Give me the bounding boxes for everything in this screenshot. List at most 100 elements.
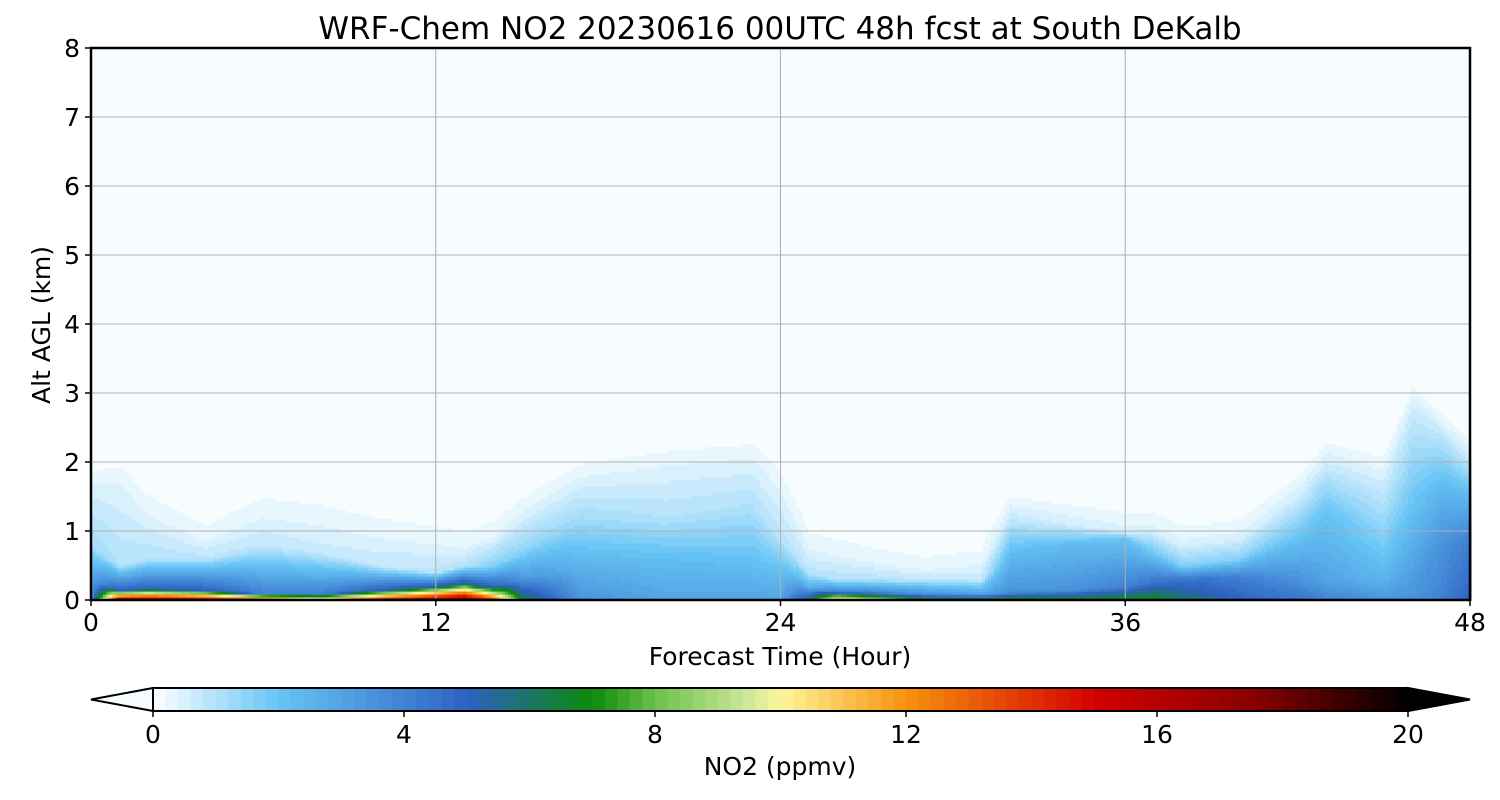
colorbar-level: [1094, 688, 1108, 711]
x-tick-label: 36: [1109, 608, 1141, 637]
field-column: [325, 507, 329, 601]
colorbar-level: [1081, 688, 1095, 711]
field-column: [940, 555, 944, 601]
field-column: [595, 462, 599, 601]
field-column: [1195, 525, 1199, 601]
x-tick-label: 24: [765, 608, 797, 637]
field-column: [1306, 465, 1310, 601]
field-column: [838, 540, 842, 601]
colorbar-level: [1044, 688, 1058, 711]
field-column: [1336, 447, 1340, 601]
field-column: [811, 534, 815, 601]
field-column: [391, 522, 395, 601]
field-column: [265, 498, 269, 601]
field-column: [193, 519, 197, 601]
field-column: [973, 552, 977, 601]
colorbar-level: [291, 688, 305, 711]
field-column: [790, 495, 794, 601]
y-tick-label: 5: [64, 241, 80, 270]
field-column: [712, 447, 716, 601]
field-column: [613, 459, 617, 601]
colorbar-level: [253, 688, 267, 711]
colorbar-level: [391, 688, 405, 711]
field-column: [694, 450, 698, 601]
field-column: [1429, 405, 1433, 601]
colorbar-level: [1131, 688, 1145, 711]
field-column: [1045, 501, 1049, 601]
field-column: [1015, 498, 1019, 601]
field-column: [490, 522, 494, 601]
field-column: [184, 516, 188, 601]
colorbar-level: [441, 688, 455, 711]
field-column: [1363, 453, 1367, 601]
field-column: [1249, 513, 1253, 601]
field-column: [1093, 507, 1097, 601]
colorbar-level: [554, 688, 568, 711]
field-column: [553, 480, 557, 601]
field-column: [1048, 501, 1052, 601]
field-column: [1360, 453, 1364, 601]
y-tick-label: 3: [64, 379, 80, 408]
colorbar-level: [667, 688, 681, 711]
field-column: [1096, 510, 1100, 601]
field-column: [394, 522, 398, 601]
field-column: [322, 507, 326, 601]
field-column: [589, 462, 593, 601]
y-tick-label: 4: [64, 310, 80, 339]
colorbar-level: [491, 688, 505, 711]
field-column: [1219, 522, 1223, 601]
field-column: [334, 510, 338, 601]
field-column: [964, 552, 968, 601]
field-column: [280, 501, 284, 601]
colorbar-level: [617, 688, 631, 711]
field-column: [406, 522, 410, 601]
field-column: [1261, 504, 1265, 601]
field-column: [1294, 480, 1298, 601]
field-column: [1354, 450, 1358, 601]
field-column: [1297, 477, 1301, 601]
field-column: [388, 519, 392, 601]
colorbar-level: [1219, 688, 1233, 711]
field-column: [652, 453, 656, 601]
field-column: [682, 450, 686, 601]
field-column: [211, 522, 215, 601]
field-column: [601, 462, 605, 601]
colorbar-level: [1370, 688, 1384, 711]
colorbar-level: [190, 688, 204, 711]
field-column: [544, 486, 548, 601]
colorbar-level: [153, 688, 167, 711]
field-column: [1156, 516, 1160, 601]
y-tick-label: 6: [64, 172, 80, 201]
field-column: [1462, 435, 1466, 601]
field-column: [277, 501, 281, 601]
field-column: [382, 519, 386, 601]
field-column: [931, 555, 935, 601]
colorbar-level: [730, 688, 744, 711]
colorbar-level: [404, 688, 418, 711]
x-tick-label: 12: [420, 608, 452, 637]
colorbar-level: [855, 688, 869, 711]
colorbar-level: [416, 688, 430, 711]
field-column: [1237, 519, 1241, 601]
field-column: [1018, 498, 1022, 601]
field-column: [685, 450, 689, 601]
field-column: [1315, 456, 1319, 601]
field-column: [1420, 396, 1424, 601]
field-column: [1396, 423, 1400, 601]
field-column: [520, 498, 524, 601]
colorbar-level: [1307, 688, 1321, 711]
field-column: [307, 504, 311, 601]
field-column: [178, 513, 182, 601]
colorbar-level: [1182, 688, 1196, 711]
field-column: [1090, 507, 1094, 601]
field-column: [622, 459, 626, 601]
field-column: [1459, 432, 1463, 601]
colorbar-tick-label: 4: [396, 720, 412, 749]
field-column: [232, 513, 236, 601]
field-column: [592, 462, 596, 601]
colorbar-tick-label: 0: [145, 720, 161, 749]
field-column: [472, 528, 476, 601]
colorbar-level: [228, 688, 242, 711]
colorbar-level: [1382, 688, 1396, 711]
field-column: [1465, 438, 1469, 601]
